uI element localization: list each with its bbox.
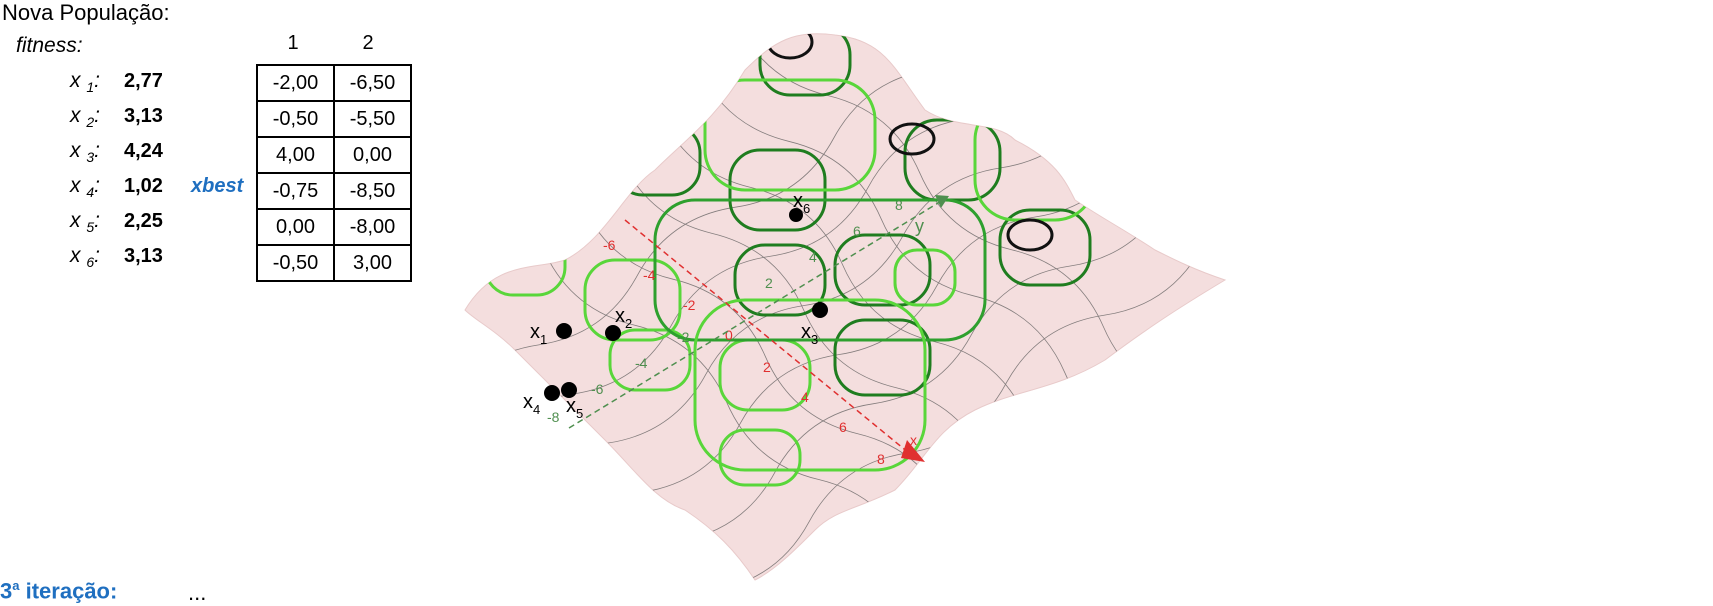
column-header-1: 1 <box>287 32 299 54</box>
point-x4 <box>544 385 560 401</box>
y-tick: -8 <box>547 409 560 425</box>
row-label-x6: x 6: <box>70 244 100 271</box>
table-cell: -8,50 <box>333 172 412 210</box>
x-axis-name: x <box>910 432 917 448</box>
x-tick: 6 <box>839 419 847 435</box>
fitness-value-x4: 1,02 <box>124 175 163 197</box>
page-title: Nova População: <box>2 0 170 25</box>
table-cell: -0,50 <box>256 100 335 138</box>
point-label-x1: x1 <box>530 321 547 347</box>
y-tick: -6 <box>591 381 604 397</box>
point-label-x2: x2 <box>615 305 632 331</box>
row-label-x4: x 4: <box>70 174 100 201</box>
fitness-value-x2: 3,13 <box>124 105 163 127</box>
table-cell: 3,00 <box>333 244 412 282</box>
table-row: -0,75 -8,50 <box>256 172 412 210</box>
point-x3 <box>812 302 828 318</box>
point-x2 <box>605 325 621 341</box>
y-tick: -4 <box>635 355 648 371</box>
column-header-2: 2 <box>362 32 374 54</box>
row-label-x3: x 3: <box>70 139 100 166</box>
y-tick: -2 <box>677 329 690 345</box>
xbest-tag: xbest <box>191 175 244 197</box>
population-points: x1 x2 x3 x4 x5 x6 <box>523 190 828 421</box>
population-table: -2,00 -6,50 -0,50 -5,50 4,00 0,00 -0,75 … <box>256 64 412 282</box>
row-label-x2: x 2: <box>70 104 100 131</box>
table-cell: -8,00 <box>333 208 412 246</box>
fitness-value-x1: 2,77 <box>124 70 163 92</box>
table-row: -2,00 -6,50 <box>256 64 412 102</box>
table-row: 0,00 -8,00 <box>256 208 412 246</box>
point-x1 <box>556 323 572 339</box>
y-axis-name: y <box>915 216 924 236</box>
fitness-value-x5: 2,25 <box>124 210 163 232</box>
table-row: 4,00 0,00 <box>256 136 412 174</box>
fitness-surface-plot: x -6 -4 -2 0 2 4 6 8 y -8 -6 -4 -2 2 4 6… <box>464 33 1227 581</box>
table-row: -0,50 -5,50 <box>256 100 412 138</box>
y-tick: 6 <box>853 223 861 239</box>
fitness-value-x3: 4,24 <box>124 140 163 162</box>
table-cell: 0,00 <box>256 208 335 246</box>
table-cell: -0,75 <box>256 172 335 210</box>
point-label-x5: x5 <box>566 395 583 421</box>
table-cell: -5,50 <box>333 100 412 138</box>
contour-lines <box>483 33 1097 487</box>
point-label-x3: x3 <box>801 321 818 347</box>
y-tick: 8 <box>895 197 903 213</box>
point-label-x4: x4 <box>523 391 540 417</box>
iteration-heading: 3a iteração: <box>0 578 118 604</box>
x-axis: x -6 -4 -2 0 2 4 6 8 <box>603 219 925 467</box>
row-label-x1: x 1: <box>70 69 100 96</box>
point-x5 <box>561 382 577 398</box>
table-cell: -0,50 <box>256 244 335 282</box>
y-tick: 2 <box>765 275 773 291</box>
table-row: -0,50 3,00 <box>256 244 412 282</box>
x-tick: 4 <box>801 389 809 405</box>
y-axis: y -8 -6 -4 -2 2 4 6 8 <box>547 195 949 429</box>
point-label-x6: x6 <box>793 190 810 216</box>
table-cell: -6,50 <box>333 64 412 102</box>
point-x6 <box>789 208 803 222</box>
x-tick: -6 <box>603 237 616 253</box>
fitness-value-x6: 3,13 <box>124 245 163 267</box>
iteration-ellipsis: ... <box>188 580 207 605</box>
y-tick: 4 <box>809 249 817 265</box>
fitness-label: fitness: <box>16 34 83 57</box>
row-label-x5: x 5: <box>70 209 100 236</box>
table-cell: 4,00 <box>256 136 335 174</box>
x-tick: 0 <box>725 327 733 343</box>
x-tick: 8 <box>877 451 885 467</box>
table-cell: 0,00 <box>333 136 412 174</box>
x-tick: -2 <box>683 297 696 313</box>
x-tick: 2 <box>763 359 771 375</box>
table-cell: -2,00 <box>256 64 335 102</box>
surface-area <box>464 33 1227 581</box>
x-tick: -4 <box>643 267 656 283</box>
